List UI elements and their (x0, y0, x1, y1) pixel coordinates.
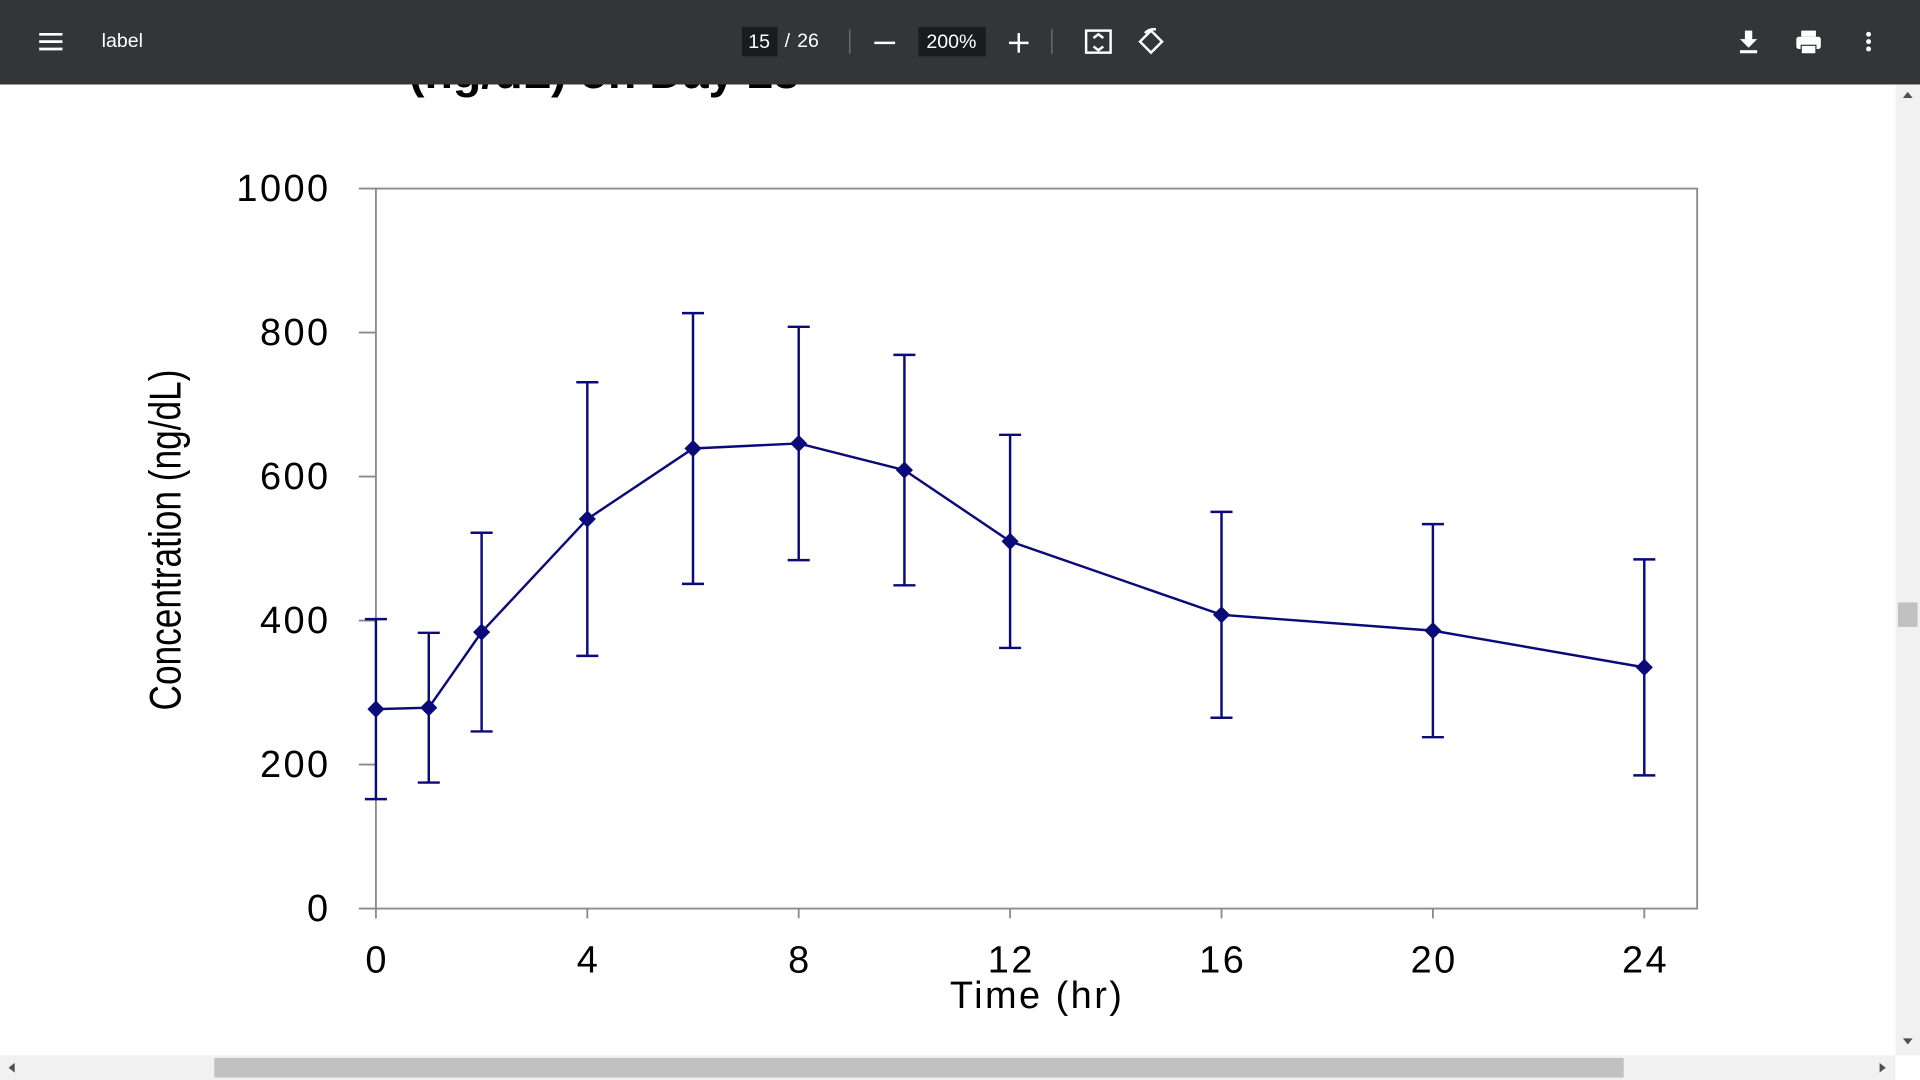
print-button[interactable] (1796, 30, 1821, 55)
x-tick-label: 12 (988, 939, 1035, 981)
x-tick-label: 20 (1411, 939, 1458, 981)
y-tick-label: 0 (307, 888, 331, 930)
toolbar: label 15 / 26 200% (0, 0, 1920, 85)
data-point (1635, 658, 1653, 676)
menu-button[interactable] (39, 32, 63, 51)
horizontal-scrollbar (0, 1055, 1896, 1080)
page-input[interactable] (742, 26, 778, 57)
vertical-scrollbar (1895, 84, 1920, 1056)
x-tick-label: 8 (788, 939, 812, 981)
zoom-input[interactable] (918, 26, 986, 57)
data-point (684, 439, 702, 458)
zoom-level[interactable]: 200% (926, 31, 976, 53)
zoom-in-button[interactable] (1008, 33, 1029, 53)
page-total: 26 (797, 30, 819, 52)
data-point (790, 434, 808, 453)
data-point (895, 461, 913, 479)
y-tick-label: 600 (260, 456, 331, 498)
download-button[interactable] (1740, 30, 1758, 54)
y-tick-label: 200 (260, 744, 331, 786)
y-tick-label: 1000 (236, 168, 330, 210)
x-tick-label: 4 (577, 939, 601, 981)
y-tick-label: 400 (260, 600, 331, 642)
page-separator: / (785, 30, 791, 52)
current-page[interactable]: 15 (748, 31, 770, 53)
x-tick-label: 0 (365, 939, 389, 981)
y-tick-label: 800 (260, 312, 331, 354)
y-axis-label: Concentration (ng/dL) (142, 369, 191, 710)
x-tick-label: 16 (1199, 939, 1246, 981)
more-button[interactable] (1866, 31, 1872, 52)
scroll-thumb[interactable] (214, 1057, 1624, 1078)
file-name: label (102, 30, 143, 52)
x-axis-label: Time (hr) (950, 975, 1124, 1017)
rotate-button[interactable] (1138, 27, 1164, 55)
x-tick-label: 24 (1622, 939, 1669, 981)
scroll-track (1895, 84, 1920, 1056)
fit-button[interactable] (1084, 29, 1112, 54)
data-point (1424, 622, 1442, 640)
scroll-thumb[interactable] (1897, 602, 1918, 627)
plot-frame (375, 187, 1699, 910)
data-point (420, 699, 438, 717)
